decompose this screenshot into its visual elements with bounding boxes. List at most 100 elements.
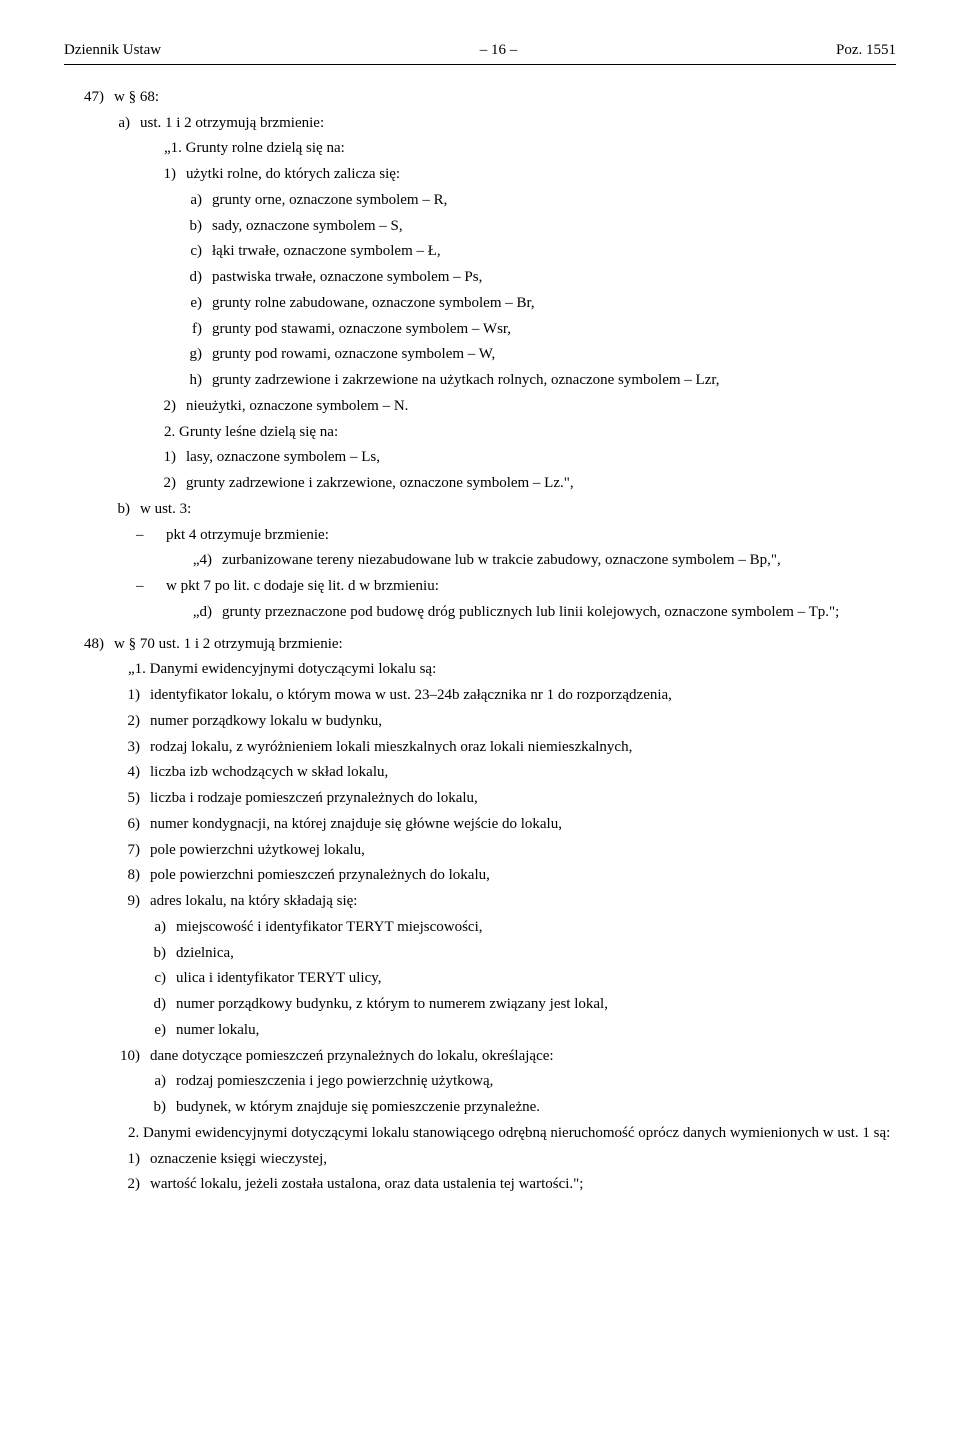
marker: 10) (100, 1046, 150, 1068)
marker: g) (172, 344, 212, 366)
marker: e) (136, 1020, 176, 1042)
text: numer kondygnacji, na której znajduje si… (150, 814, 896, 836)
marker: a) (172, 190, 212, 212)
item-48-10-b: b) budynek, w którym znajduje się pomies… (136, 1097, 896, 1119)
marker: 7) (100, 840, 150, 862)
marker: 2) (136, 473, 186, 495)
marker: 2) (136, 396, 186, 418)
item-47-1-1-e: e) grunty rolne zabudowane, oznaczone sy… (172, 293, 896, 315)
item-47-1-2: 2) nieużytki, oznaczone symbolem – N. (136, 396, 896, 418)
text: pole powierzchni użytkowej lokalu, (150, 840, 896, 862)
text: budynek, w którym znajduje się pomieszcz… (176, 1097, 896, 1119)
text: łąki trwałe, oznaczone symbolem – Ł, (212, 241, 896, 263)
text: grunty zadrzewione i zakrzewione na użyt… (212, 370, 896, 392)
item-48-3: 3) rodzaj lokalu, z wyróżnieniem lokali … (100, 737, 896, 759)
text: numer porządkowy budynku, z którym to nu… (176, 994, 896, 1016)
text: zurbanizowane tereny niezabudowane lub w… (222, 550, 896, 572)
marker: 1) (136, 164, 186, 186)
text: grunty pod stawami, oznaczone symbolem –… (212, 319, 896, 341)
text: adres lokalu, na który składają się: (150, 891, 896, 913)
marker: 8) (100, 865, 150, 887)
marker: „4) (172, 550, 222, 572)
dash-marker: – (136, 576, 166, 598)
marker: 5) (100, 788, 150, 810)
item-47-a: a) ust. 1 i 2 otrzymują brzmienie: (100, 113, 896, 135)
marker: d) (172, 267, 212, 289)
text: grunty zadrzewione i zakrzewione, oznacz… (186, 473, 896, 495)
text: dzielnica, (176, 943, 896, 965)
header-right: Poz. 1551 (836, 40, 896, 62)
item-47-a-text: ust. 1 i 2 otrzymują brzmienie: (140, 113, 896, 135)
text: oznaczenie księgi wieczystej, (150, 1149, 896, 1171)
marker: 9) (100, 891, 150, 913)
marker: b) (136, 943, 176, 965)
item-48-8: 8) pole powierzchni pomieszczeń przynale… (100, 865, 896, 887)
item-48-10: 10) dane dotyczące pomieszczeń przynależ… (100, 1046, 896, 1068)
item-47-a-num: a) (100, 113, 140, 135)
text: numer porządkowy lokalu w budynku, (150, 711, 896, 733)
item-48-10-a: a) rodzaj pomieszczenia i jego powierzch… (136, 1071, 896, 1093)
item-48-1: 1) identyfikator lokalu, o którym mowa w… (100, 685, 896, 707)
item-48-9-a: a) miejscowość i identyfikator TERYT mie… (136, 917, 896, 939)
item-48-9-b: b) dzielnica, (136, 943, 896, 965)
item-47-2-1: 1) lasy, oznaczone symbolem – Ls, (136, 447, 896, 469)
item-48-2-2: 2) wartość lokalu, jeżeli została ustalo… (100, 1174, 896, 1196)
marker: 1) (136, 447, 186, 469)
marker: a) (136, 917, 176, 939)
text: nieużytki, oznaczone symbolem – N. (186, 396, 896, 418)
item-47-p1: „1. Grunty rolne dzielą się na: (136, 138, 896, 160)
dash-marker: – (136, 525, 166, 547)
item-48: 48) w § 70 ust. 1 i 2 otrzymują brzmieni… (64, 634, 896, 656)
item-47-1-1-a: a) grunty orne, oznaczone symbolem – R, (172, 190, 896, 212)
text: miejscowość i identyfikator TERYT miejsc… (176, 917, 896, 939)
marker: 6) (100, 814, 150, 836)
text: identyfikator lokalu, o którym mowa w us… (150, 685, 896, 707)
item-47-head: w § 68: (114, 87, 896, 109)
item-47-1-1-g: g) grunty pod rowami, oznaczone symbolem… (172, 344, 896, 366)
marker: b) (100, 499, 140, 521)
marker: 2) (100, 1174, 150, 1196)
marker: c) (136, 968, 176, 990)
text: użytki rolne, do których zalicza się: (186, 164, 896, 186)
marker: b) (136, 1097, 176, 1119)
item-47-2-2: 2) grunty zadrzewione i zakrzewione, ozn… (136, 473, 896, 495)
text: w ust. 3: (140, 499, 896, 521)
item-47: 47) w § 68: (64, 87, 896, 109)
item-48-num: 48) (64, 634, 114, 656)
item-47-1-1-b: b) sady, oznaczone symbolem – S, (172, 216, 896, 238)
page-header: Dziennik Ustaw – 16 – Poz. 1551 (64, 40, 896, 65)
item-48-9-d: d) numer porządkowy budynku, z którym to… (136, 994, 896, 1016)
item-47-b-q4: „4) zurbanizowane tereny niezabudowane l… (172, 550, 896, 572)
text: ulica i identyfikator TERYT ulicy, (176, 968, 896, 990)
text: grunty orne, oznaczone symbolem – R, (212, 190, 896, 212)
text: lasy, oznaczone symbolem – Ls, (186, 447, 896, 469)
item-47-b-qd: „d) grunty przeznaczone pod budowę dróg … (172, 602, 896, 624)
text: pastwiska trwałe, oznaczone symbolem – P… (212, 267, 896, 289)
marker: a) (136, 1071, 176, 1093)
item-48-p1: „1. Danymi ewidencyjnymi dotyczącymi lok… (100, 659, 896, 681)
item-47-b-dash1: – pkt 4 otrzymuje brzmienie: (136, 525, 896, 547)
text: numer lokalu, (176, 1020, 896, 1042)
text: wartość lokalu, jeżeli została ustalona,… (150, 1174, 896, 1196)
header-left: Dziennik Ustaw (64, 40, 161, 62)
item-48-9-e: e) numer lokalu, (136, 1020, 896, 1042)
text: pole powierzchni pomieszczeń przynależny… (150, 865, 896, 887)
marker: 4) (100, 762, 150, 784)
header-center: – 16 – (480, 40, 518, 62)
marker: „d) (172, 602, 222, 624)
item-48-9: 9) adres lokalu, na który składają się: (100, 891, 896, 913)
item-48-4: 4) liczba izb wchodzących w skład lokalu… (100, 762, 896, 784)
item-48-2: 2) numer porządkowy lokalu w budynku, (100, 711, 896, 733)
item-47-1-1: 1) użytki rolne, do których zalicza się: (136, 164, 896, 186)
text: w pkt 7 po lit. c dodaje się lit. d w br… (166, 576, 896, 598)
text: sady, oznaczone symbolem – S, (212, 216, 896, 238)
item-47-num: 47) (64, 87, 114, 109)
item-47-b-dash2: – w pkt 7 po lit. c dodaje się lit. d w … (136, 576, 896, 598)
item-47-1-1-c: c) łąki trwałe, oznaczone symbolem – Ł, (172, 241, 896, 263)
item-47-1-1-f: f) grunty pod stawami, oznaczone symbole… (172, 319, 896, 341)
item-48-p2: 2. Danymi ewidencyjnymi dotyczącymi loka… (100, 1123, 896, 1145)
text: rodzaj pomieszczenia i jego powierzchnię… (176, 1071, 896, 1093)
text: rodzaj lokalu, z wyróżnieniem lokali mie… (150, 737, 896, 759)
marker: h) (172, 370, 212, 392)
marker: e) (172, 293, 212, 315)
